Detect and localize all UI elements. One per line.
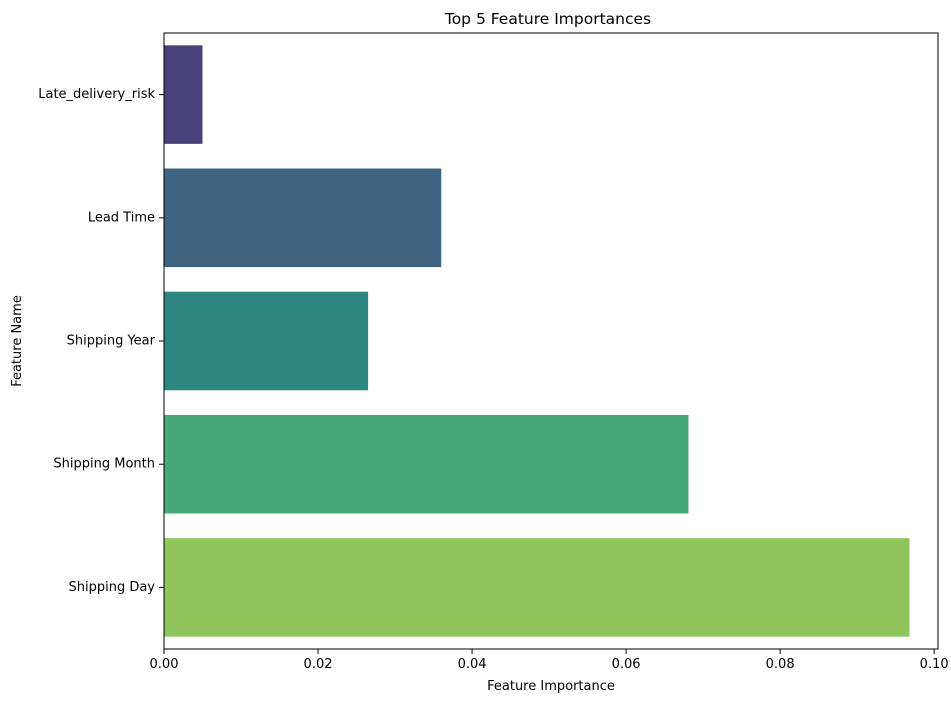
y-axis-ticks: Late_delivery_risk Lead Time Shipping Year… xyxy=(38,87,164,595)
y-axis-title: Feature Name xyxy=(10,295,25,387)
bars-group xyxy=(164,45,910,637)
x-tick-label: 0.06 xyxy=(612,657,641,672)
bar-lead-time xyxy=(164,168,442,268)
x-tick-label: 0.02 xyxy=(304,657,333,672)
bar-shipping-month xyxy=(164,414,689,514)
x-tick-label: 0.10 xyxy=(920,657,949,672)
bar-late-delivery-risk xyxy=(164,45,203,144)
y-tick-label: Late_delivery_risk xyxy=(38,87,155,102)
x-tick-label: 0.00 xyxy=(150,657,179,672)
chart-title: Top 5 Feature Importances xyxy=(444,10,651,28)
x-axis-title: Feature Importance xyxy=(487,679,615,694)
bar-shipping-year xyxy=(164,291,369,391)
x-axis-ticks: 0.00 0.02 0.04 0.06 0.08 0.10 xyxy=(150,649,949,672)
x-tick-label: 0.08 xyxy=(766,657,795,672)
y-tick-label: Shipping Year xyxy=(67,334,156,349)
bar-shipping-day xyxy=(164,538,910,637)
x-tick-label: 0.04 xyxy=(458,657,487,672)
y-tick-label: Shipping Month xyxy=(53,457,155,472)
y-tick-label: Lead Time xyxy=(88,210,155,225)
y-tick-label: Shipping Day xyxy=(68,580,155,595)
